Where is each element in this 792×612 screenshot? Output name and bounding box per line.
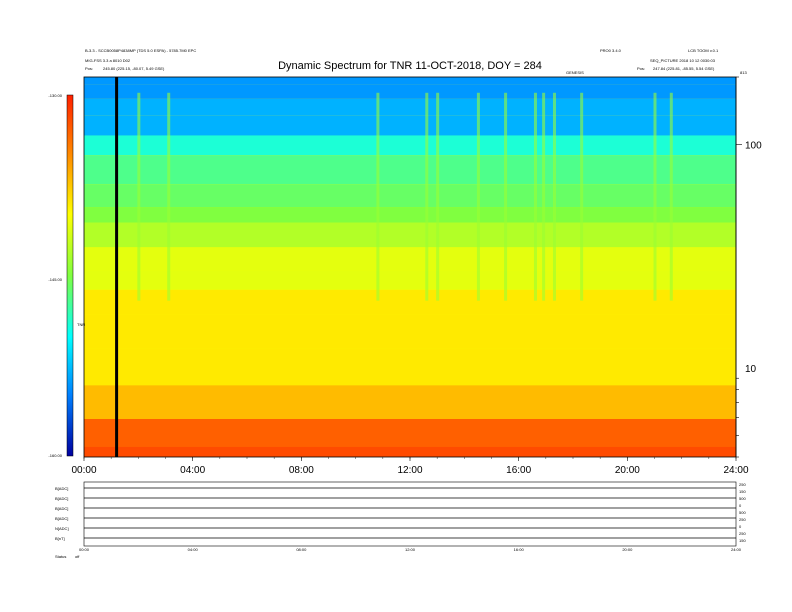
colorbar xyxy=(66,94,74,457)
header-left-line1: B-3.3 - SCCB0058P4838MP (TDS 5.0 ESPA) -… xyxy=(85,48,196,53)
radio-burst xyxy=(137,92,141,301)
housekeeping-row-label: N[ADC] xyxy=(55,526,69,531)
spectrogram-band xyxy=(84,247,736,271)
spectrogram-band xyxy=(84,348,736,386)
header-left-pos-values: 245.80 (225.15, -80.07, 5.49 GSE) xyxy=(103,66,165,71)
chart-title: Dynamic Spectrum for TNR 11-OCT-2018, DO… xyxy=(278,60,542,72)
time-tick-label: 20:00 xyxy=(615,465,640,476)
radio-burst xyxy=(669,92,673,301)
header-right-line2: SEQ_PICTURE 2018 10 12 0030:03 xyxy=(650,58,716,63)
spectrogram-band xyxy=(84,385,736,419)
housekeeping-traces: B[ADC] B[ADC] B[ADC] B[ADC] N[ADC] B[nT] 250 15… xyxy=(55,482,746,552)
spectrogram-band xyxy=(84,207,736,223)
spectrogram-band xyxy=(84,184,736,208)
radio-burst xyxy=(167,92,171,301)
housekeeping-time-label: 00:00 xyxy=(79,547,90,552)
radio-burst xyxy=(376,92,380,301)
spectrogram-band xyxy=(84,314,736,349)
radio-burst xyxy=(653,92,657,301)
frequency-axis: 100 10 xyxy=(735,76,762,458)
housekeeping-right-label: 500 xyxy=(739,496,746,501)
housekeeping-row-label: B[ADC] xyxy=(55,516,68,521)
spectrogram-band xyxy=(84,446,736,457)
data-gap xyxy=(115,77,119,457)
housekeeping-time-label: 20:00 xyxy=(622,547,633,552)
housekeeping-time-label: 08:00 xyxy=(296,547,307,552)
time-tick-label: 12:00 xyxy=(397,465,422,476)
housekeeping-right-label: 0 xyxy=(739,524,742,529)
time-axis: 00:00 04:00 08:00 12:00 16:00 20:00 24:00 xyxy=(71,457,749,476)
spectrogram-band xyxy=(84,135,736,156)
housekeeping-right-label: 150 xyxy=(739,489,746,494)
spectrogram-band xyxy=(84,289,736,315)
time-tick-label: 24:00 xyxy=(723,465,748,476)
header-left-line2: MIG-FSS 3.3 a 8010 D02 xyxy=(85,58,131,63)
spectrogram-band xyxy=(84,270,736,290)
header-right-top1: PRO0 3.4.0 xyxy=(600,48,622,53)
housekeeping-right-label: 250 xyxy=(739,531,746,536)
frequency-tick-label: 100 xyxy=(745,140,762,151)
header-left-pos-label: Pos: xyxy=(85,66,93,71)
header-mid-small: GENESIS xyxy=(566,70,584,75)
colorbar-tick-label: -130.00 xyxy=(48,93,62,98)
housekeeping-panel xyxy=(83,481,737,547)
housekeeping-time-label: 12:00 xyxy=(405,547,416,552)
colorbar-tick-label: -160.00 xyxy=(48,453,62,458)
frequency-axis-top-label: 813 xyxy=(740,70,747,75)
housekeeping-time-label: 24:00 xyxy=(731,547,742,552)
spectrogram-band xyxy=(84,77,736,85)
spectrogram-band xyxy=(84,418,736,447)
time-tick-label: 04:00 xyxy=(180,465,205,476)
housekeeping-right-label: 500 xyxy=(739,510,746,515)
radio-burst xyxy=(436,92,440,301)
spectrogram-band xyxy=(84,84,736,99)
status-label: Status xyxy=(55,554,66,559)
frequency-tick-label: 10 xyxy=(745,364,757,375)
spectrogram-band xyxy=(84,222,736,248)
housekeeping-row-label: B[nT] xyxy=(55,536,65,541)
housekeeping-right-label: 0 xyxy=(739,503,742,508)
radio-burst xyxy=(425,92,429,301)
time-tick-label: 00:00 xyxy=(71,465,96,476)
radio-burst xyxy=(533,92,537,301)
radio-burst xyxy=(504,92,508,301)
status-value: off xyxy=(75,554,80,559)
housekeeping-right-label: 150 xyxy=(739,538,746,543)
radio-burst xyxy=(580,92,584,301)
housekeeping-row-label: B[ADC] xyxy=(55,496,68,501)
radio-burst xyxy=(476,92,480,301)
header-right-pos-label: Pos: xyxy=(637,66,645,71)
spectrogram-band xyxy=(84,98,736,116)
time-tick-label: 16:00 xyxy=(506,465,531,476)
housekeeping-time-label: 04:00 xyxy=(188,547,199,552)
time-tick-label: 08:00 xyxy=(289,465,314,476)
spectrogram-band xyxy=(84,115,736,136)
header-right-top2: LCB TOOM v.0.1 xyxy=(688,48,719,53)
radio-burst xyxy=(542,92,546,301)
spectrogram-band xyxy=(84,155,736,185)
header-right-pos-values: 247.84 (225.81, -85.55, 5.54 GSE) xyxy=(653,66,715,71)
housekeeping-time-label: 16:00 xyxy=(514,547,525,552)
radio-burst xyxy=(552,92,556,301)
colorbar-label: TNR xyxy=(77,322,85,327)
housekeeping-row-label: B[ADC] xyxy=(55,486,68,491)
housekeeping-right-label: 250 xyxy=(739,482,746,487)
housekeeping-row-label: B[ADC] xyxy=(55,506,68,511)
spectrogram-plot xyxy=(84,77,736,457)
colorbar-tick-label: -145.00 xyxy=(48,277,62,282)
housekeeping-right-label: 250 xyxy=(739,517,746,522)
